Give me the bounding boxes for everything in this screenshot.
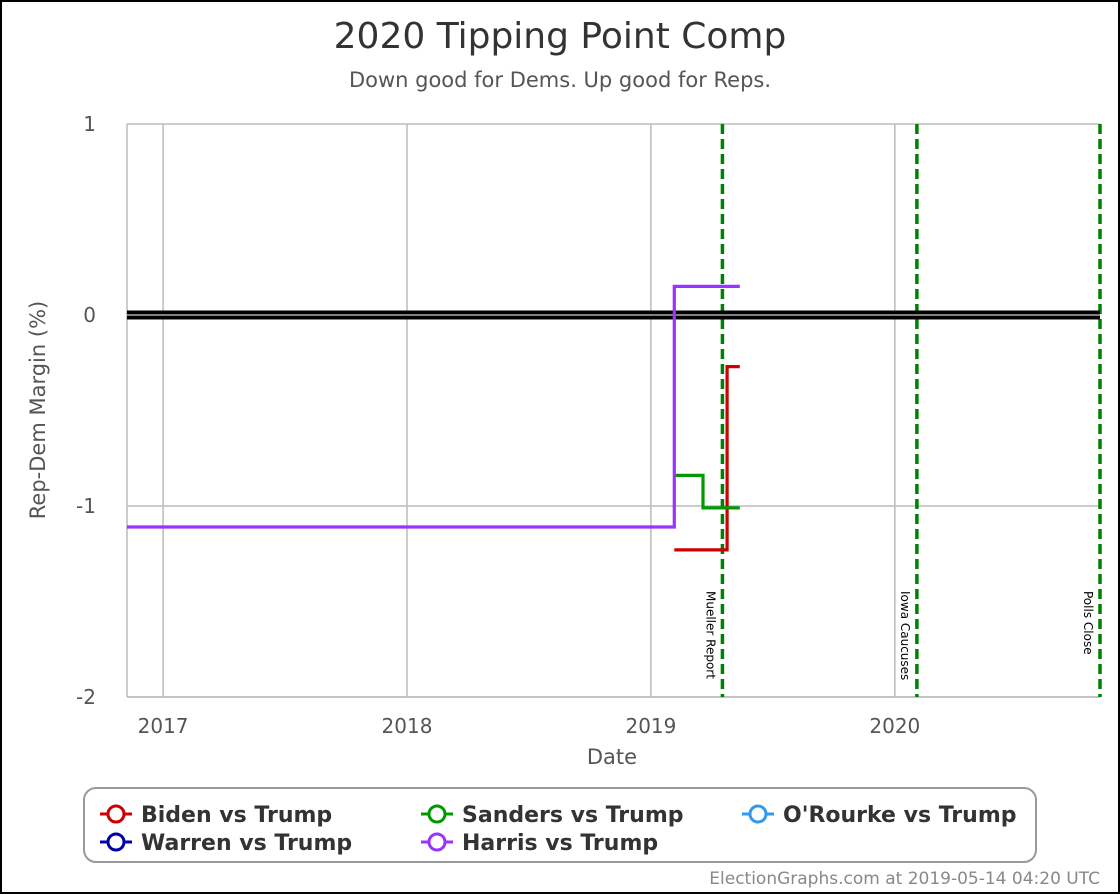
series-line	[674, 473, 740, 510]
legend-label: Warren vs Trump	[141, 831, 352, 856]
x-tick-label: 2018	[382, 714, 433, 738]
y-axis-label: Rep-Dem Margin (%)	[26, 301, 50, 519]
legend-box	[83, 787, 1037, 863]
legend-label: Sanders vs Trump	[462, 803, 684, 828]
x-tick-label: 2019	[625, 714, 676, 738]
y-tick-label: -1	[76, 494, 96, 518]
event-label: Mueller Report	[703, 591, 717, 679]
legend-label: O'Rourke vs Trump	[783, 803, 1017, 828]
event-label-background	[1083, 588, 1096, 694]
event-label-background	[899, 588, 913, 694]
series-line	[127, 284, 740, 529]
legend-marker-circle	[427, 804, 447, 824]
chart-title: 2020 Tipping Point Comp	[334, 16, 787, 57]
chart-subtitle: Down good for Dems. Up good for Reps.	[349, 68, 771, 92]
legend: Biden vs Trump Sanders vs Trump O'Rourke v…	[100, 803, 1017, 856]
legend-marker-circle	[106, 832, 126, 852]
x-tick-label: 2017	[138, 714, 189, 738]
event-label-background	[705, 588, 719, 694]
legend-marker-circle	[748, 804, 768, 824]
legend-label: Biden vs Trump	[141, 803, 332, 828]
legend-marker-circle	[106, 804, 126, 824]
tick-labels: 2017 2018 2019 2020 1 0 -1 -2	[76, 112, 920, 738]
y-tick-label: 1	[83, 112, 96, 136]
x-tick-label: 2020	[869, 714, 920, 738]
legend-marker-circle	[427, 832, 447, 852]
event-label: Polls Close	[1081, 591, 1095, 655]
grid	[126, 123, 1100, 698]
credit-text: ElectionGraphs.com at 2019-05-14 04:20 U…	[709, 869, 1100, 889]
y-tick-label: 0	[83, 303, 96, 327]
series-lines	[127, 284, 740, 552]
x-axis-label: Date	[587, 745, 637, 769]
event-label: Iowa Caucuses	[898, 591, 912, 680]
event-markers: Mueller Report Iowa Caucuses Polls Close	[703, 124, 1102, 697]
y-tick-label: -2	[76, 685, 96, 709]
series-line	[674, 365, 740, 552]
legend-label: Harris vs Trump	[462, 831, 658, 856]
